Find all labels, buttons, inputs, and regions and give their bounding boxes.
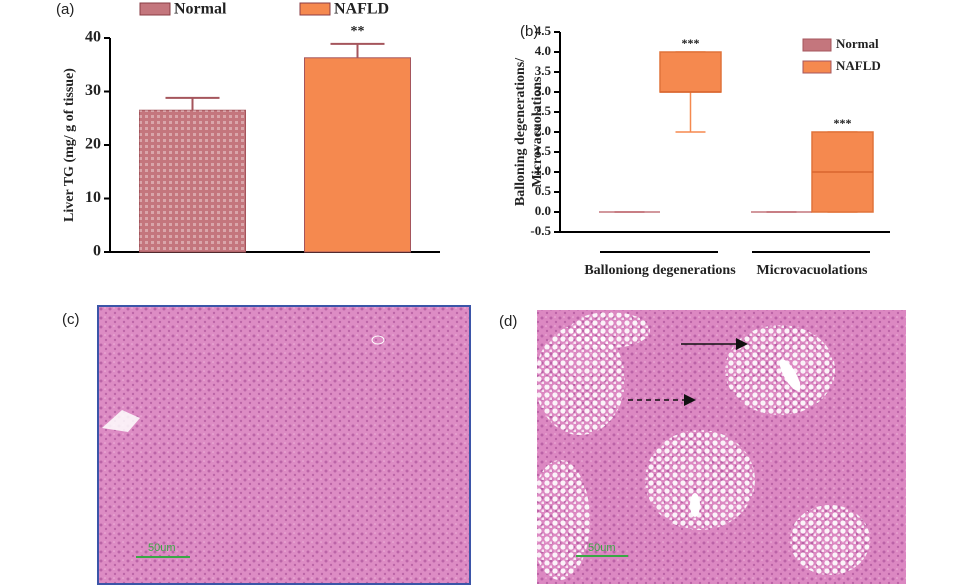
legend-swatch	[139, 2, 171, 16]
y-axis-label: Liver TG (mg/ g of tissue)	[62, 68, 77, 222]
legend-label: NAFLD	[836, 58, 881, 73]
panel-label: (c)	[62, 311, 80, 328]
legend-swatch	[802, 38, 832, 52]
micrograph	[530, 310, 906, 584]
annotation: ***	[834, 116, 852, 130]
legend-label: Normal	[174, 1, 227, 18]
legend-label: Normal	[836, 36, 879, 51]
error-bar	[330, 42, 385, 58]
annotation: ***	[682, 36, 700, 50]
y-tick-label: 3.0	[535, 83, 551, 98]
y-tick-label: 0	[93, 243, 101, 260]
y-tick-label: 1.5	[535, 143, 552, 158]
x-tick-label: Balloniong degenerations	[584, 263, 736, 278]
y-tick-label: 20	[85, 136, 101, 153]
panel-label: (b)	[520, 23, 538, 40]
y-tick-label: -0.5	[530, 223, 551, 238]
x-tick-label: Microvacuolations	[757, 263, 869, 278]
legend-label: NAFLD	[334, 1, 389, 18]
y-tick-label: 3.5	[535, 63, 552, 78]
bar-texture	[139, 110, 246, 252]
panel-label: (a)	[56, 1, 74, 18]
box	[659, 51, 722, 93]
scale-bar-label: 50um	[588, 542, 616, 554]
y-tick-label: 40	[85, 29, 101, 46]
micrograph	[97, 305, 471, 585]
error-bar	[165, 96, 220, 111]
panel-label: (d)	[499, 313, 517, 330]
bar	[304, 57, 411, 253]
y-tick-label: 10	[85, 189, 101, 206]
annotation: **	[351, 24, 365, 39]
y-tick-label: 0.0	[535, 203, 551, 218]
whisker	[675, 92, 706, 133]
y-axis-label: Microvacuolations	[530, 76, 545, 188]
legend-swatch	[299, 2, 331, 16]
y-tick-label: 2.0	[535, 123, 551, 138]
scale-bar-label: 50um	[148, 542, 176, 554]
legend-swatch	[802, 60, 832, 74]
y-tick-label: 4.0	[535, 43, 551, 58]
y-tick-label: 2.5	[535, 103, 552, 118]
y-tick-label: 4.5	[535, 23, 552, 38]
y-axis-label: Balloning degenerations/	[513, 57, 528, 206]
y-tick-label: 1.0	[535, 163, 551, 178]
y-tick-label: 30	[85, 82, 101, 99]
y-tick-label: 0.5	[535, 183, 552, 198]
